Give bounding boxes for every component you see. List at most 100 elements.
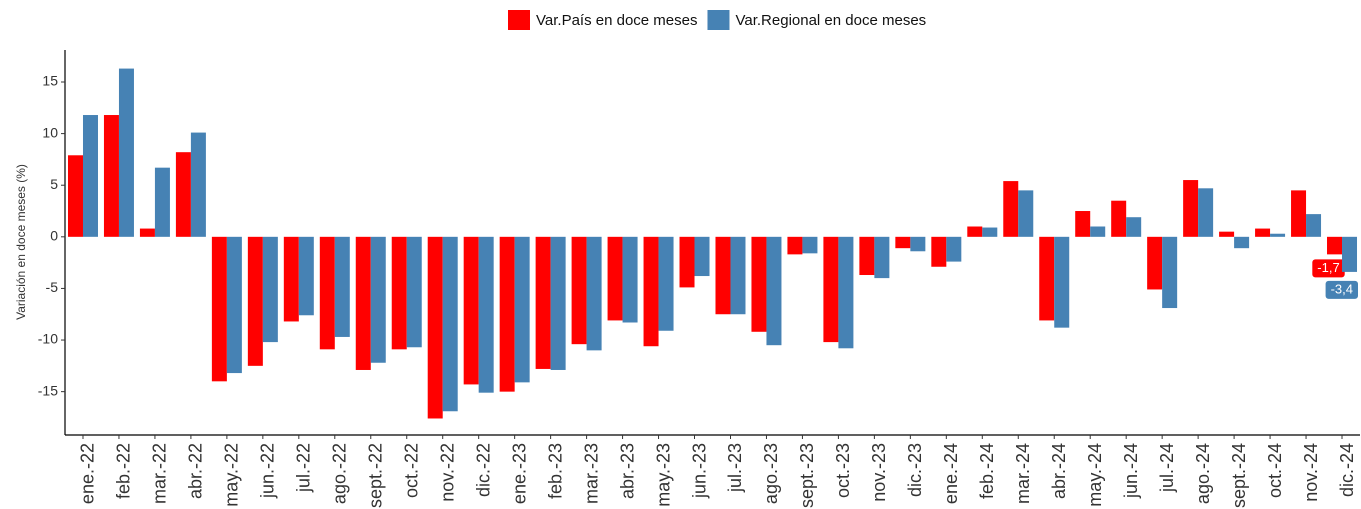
bar: [550, 236, 566, 370]
bar: [946, 236, 962, 262]
x-tick-label: feb.-24: [977, 443, 997, 499]
x-tick-label: feb.-23: [545, 443, 565, 499]
x-tick-label: ene.-23: [509, 443, 529, 504]
bar: [1003, 181, 1019, 237]
bar: [442, 236, 458, 412]
x-tick-label: nov.-23: [869, 443, 889, 502]
bar: [1126, 217, 1142, 237]
x-tick-label: may.-22: [222, 443, 242, 507]
bar: [334, 236, 350, 337]
bar: [967, 226, 983, 237]
bar: [1219, 231, 1235, 237]
x-tick-label: mar.-24: [1013, 443, 1033, 504]
bar: [175, 152, 191, 237]
bar: [694, 236, 710, 277]
bar: [103, 115, 119, 237]
value-label-text: -3,4: [1331, 281, 1353, 296]
bar: [1255, 228, 1271, 237]
bar: [823, 236, 839, 343]
x-tick-label: mar.-22: [150, 443, 170, 504]
bar: [1198, 188, 1214, 237]
x-tick-label: mar.-23: [581, 443, 601, 504]
bar: [1018, 190, 1034, 237]
bar: [643, 236, 659, 347]
x-tick-label: oct.-23: [833, 443, 853, 498]
bar: [247, 236, 263, 366]
legend-swatch: [508, 10, 530, 30]
x-tick-label: jul.-23: [725, 443, 745, 493]
bar: [1090, 226, 1106, 237]
x-tick-label: jul.-22: [294, 443, 314, 493]
bar: [427, 236, 443, 419]
x-tick-label: sept.-24: [1229, 443, 1249, 508]
x-tick-label: jun.-22: [258, 443, 278, 499]
bar: [1039, 236, 1055, 321]
y-tick-label: 15: [42, 73, 58, 89]
bar: [1270, 233, 1286, 237]
x-tick-label: nov.-24: [1301, 443, 1321, 502]
x-tick-label: feb.-22: [114, 443, 134, 499]
bar: [586, 236, 602, 351]
x-tick-label: ene.-22: [78, 443, 98, 504]
y-tick-label: 10: [42, 124, 58, 140]
bar: [319, 236, 335, 350]
x-tick-label: oct.-24: [1265, 443, 1285, 498]
bar: [67, 155, 83, 237]
x-tick-label: jun.-23: [689, 443, 709, 499]
bar: [1234, 236, 1250, 249]
bar: [370, 236, 386, 363]
bar: [571, 236, 587, 345]
bar: [874, 236, 890, 279]
x-tick-label: ago.-22: [330, 443, 350, 504]
bar: [931, 236, 947, 267]
bar: [226, 236, 242, 374]
bar: [802, 236, 818, 254]
bar: [658, 236, 674, 331]
bar: [406, 236, 422, 348]
x-tick-label: oct.-22: [401, 443, 421, 498]
x-tick-label: nov.-22: [437, 443, 457, 502]
x-tick-label: ago.-24: [1193, 443, 1213, 504]
value-label-box: [1312, 259, 1345, 278]
bar: [1054, 236, 1070, 328]
bar: [679, 236, 695, 288]
bar: [154, 167, 170, 237]
bar: [622, 236, 638, 323]
bar: [283, 236, 299, 322]
bar: [859, 236, 875, 276]
legend-label: Var.País en doce meses: [536, 12, 697, 29]
bar: [298, 236, 314, 316]
bar: [499, 236, 515, 392]
bar: [535, 236, 551, 369]
x-tick-label: abr.-24: [1049, 443, 1069, 499]
bar: [910, 236, 926, 252]
x-tick-label: dic.-22: [473, 443, 493, 497]
bar: [895, 236, 911, 249]
y-tick-label: 0: [50, 228, 58, 244]
bar: [391, 236, 407, 350]
bar: [838, 236, 854, 349]
bar: [355, 236, 371, 370]
bar: [1075, 211, 1091, 237]
bar: [118, 68, 134, 237]
bar: [514, 236, 530, 383]
y-axis-label: Variación en doce meses (%): [14, 164, 28, 320]
bar: [139, 228, 155, 237]
x-tick-label: jun.-24: [1121, 443, 1141, 499]
x-tick-label: may.-23: [653, 443, 673, 507]
bar: [1183, 180, 1199, 237]
x-tick-label: abr.-23: [617, 443, 637, 499]
bar: [1291, 190, 1307, 237]
bar: [262, 236, 278, 343]
bar: [1162, 236, 1178, 309]
bar: [607, 236, 623, 321]
bar: [82, 115, 98, 237]
bar: [730, 236, 746, 315]
legend-label: Var.Regional en doce meses: [735, 12, 926, 29]
x-tick-label: ago.-23: [761, 443, 781, 504]
value-label: -3,4: [1325, 280, 1358, 299]
x-tick-label: dic.-23: [905, 443, 925, 497]
bar: [1111, 200, 1127, 237]
bar: [1342, 236, 1358, 272]
